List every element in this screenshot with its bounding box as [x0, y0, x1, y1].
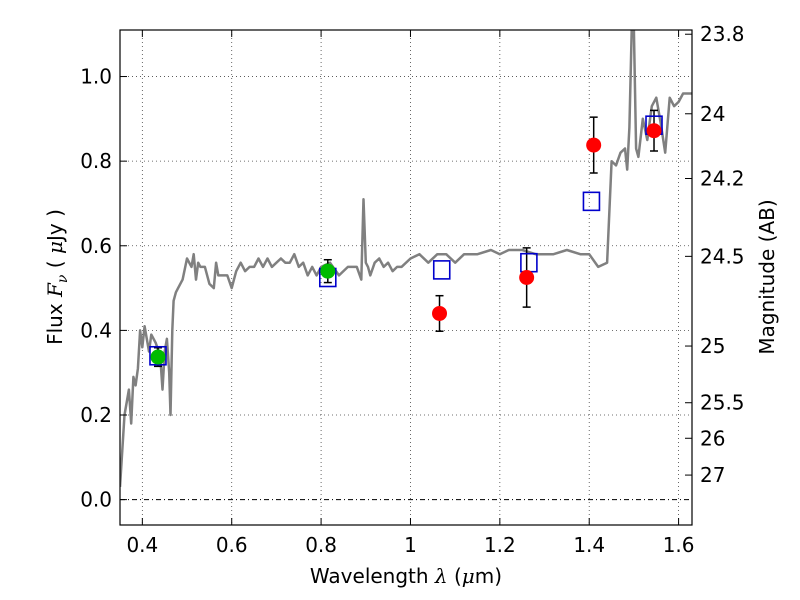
y-tick-label: 0.4 [80, 318, 112, 342]
x-tick-label: 1.4 [573, 533, 605, 557]
observed_alt-point [150, 349, 166, 365]
y2-tick-label: 23.8 [700, 22, 745, 46]
synthetic-square-marker [432, 260, 451, 280]
y2-tick-label: 24.5 [700, 244, 745, 268]
plot-frame [119, 29, 693, 526]
observed-point [519, 270, 535, 285]
x-tick-label: 0.6 [216, 533, 248, 557]
y2-tick-label: 25.5 [700, 391, 745, 415]
observed_alt-point [320, 263, 336, 279]
y2-tick-label: 26 [700, 426, 725, 450]
x-axis-title: Wavelength λ (μm) [310, 564, 502, 588]
y-tick-label: 0.8 [80, 149, 112, 173]
observed-point [586, 137, 602, 153]
synthetic-square-marker [582, 191, 601, 212]
observed-point [432, 305, 448, 321]
x-tick-label: 1.2 [484, 533, 516, 557]
x-tick-label: 1 [404, 533, 417, 557]
y2-tick-label: 24 [700, 102, 725, 126]
x-tick-label: 0.8 [305, 533, 337, 557]
ticks: 0.4 0.6 0.8 1 1.2 1.4 1.6 0.0 0.2 0.4 0.6 0.8 1.0 23.… [80, 22, 744, 557]
y2-axis-title: Magnitude (AB) [755, 199, 779, 354]
synthetic-square-marker [149, 345, 167, 366]
plot-background [120, 30, 692, 525]
x-tick-label: 0.4 [126, 533, 158, 557]
y2-tick-label: 24.2 [700, 167, 745, 191]
data-layer [120, 30, 692, 487]
y-tick-label: 0.6 [80, 234, 112, 258]
y-tick-label: 0.2 [80, 403, 112, 427]
x-tick-label: 1.6 [663, 533, 695, 557]
y-tick-label: 1.0 [80, 65, 112, 89]
data-series [120, 30, 692, 487]
y-axis-title: Flux Fν ( μJy ) [43, 209, 71, 345]
y2-tick-label: 25 [700, 334, 725, 358]
y-tick-label: 0.0 [80, 488, 112, 512]
y2-tick-label: 27 [700, 463, 725, 487]
model-spectrum-line [120, 30, 692, 487]
observed-point [646, 123, 662, 139]
